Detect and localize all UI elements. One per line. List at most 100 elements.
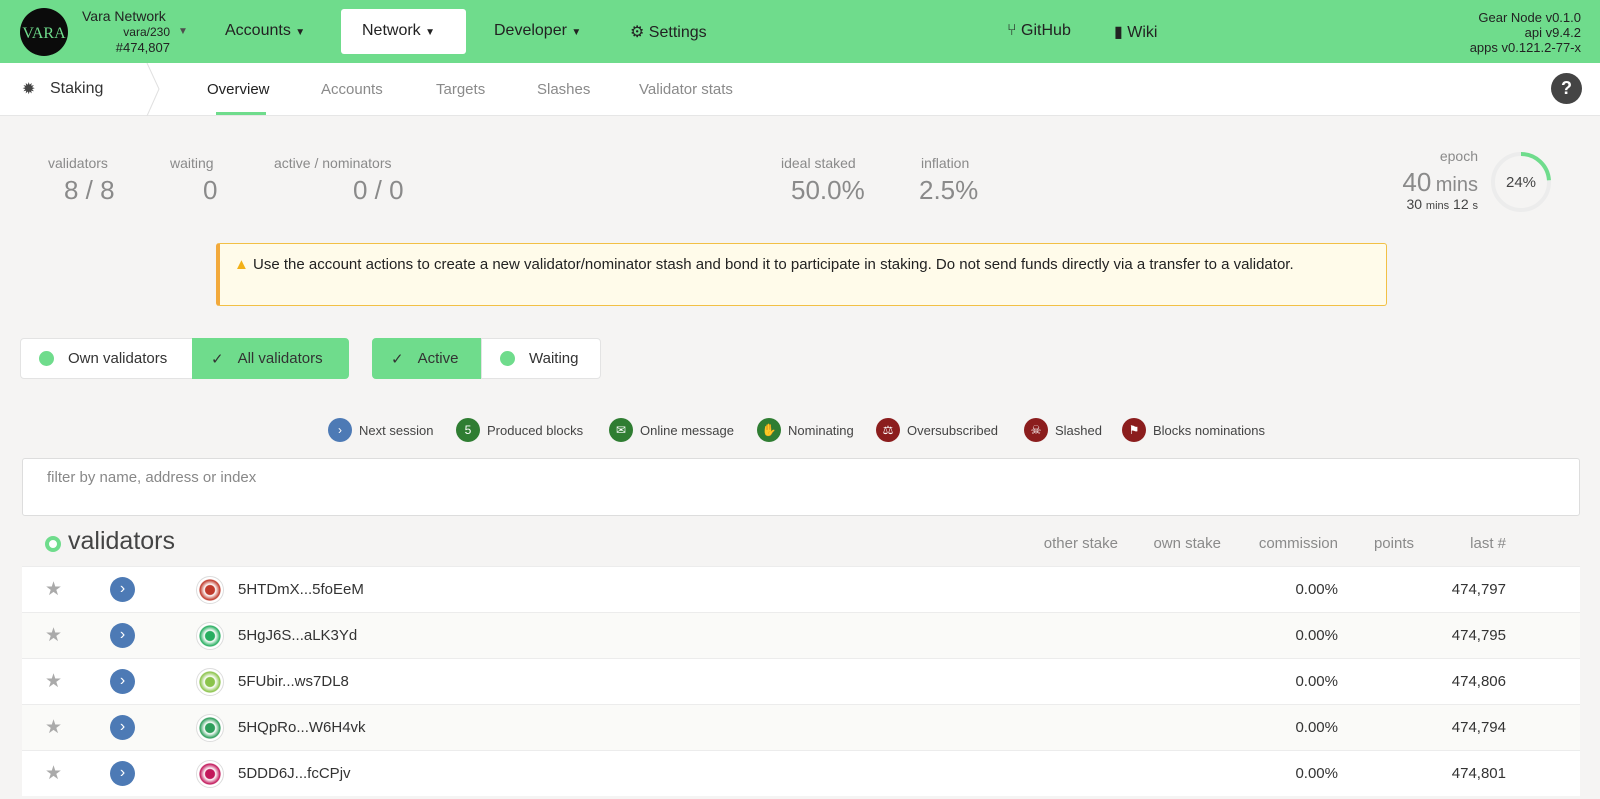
ring-progress [1520,152,1551,181]
address[interactable]: 5HgJ6S...aLK3Yd [238,627,358,644]
menu-accounts[interactable]: Accounts ▼ [225,22,306,39]
identicon [196,576,224,604]
sub-nav: ✹ Staking Overview Accounts Targets Slas… [0,63,1600,116]
network-name[interactable]: Vara Network [82,8,166,24]
last-block: 474,801 [1451,765,1506,782]
session-badge: › [110,715,135,740]
legend-label: Produced blocks [487,422,584,438]
tab[interactable]: Accounts [321,81,383,98]
epoch-remaining: 30 mins 12 s [1406,196,1478,212]
tab[interactable]: Targets [436,81,486,98]
stat-value: 8 / 8 [64,175,115,205]
menu-label: Settings [648,24,707,41]
menu-network[interactable]: Network ▼ [362,22,436,39]
validator-row[interactable]: ★ › 5HgJ6S...aLK3Yd 0.00% 474,795 [22,612,1580,658]
link-label: GitHub [1021,22,1071,39]
toggle-active[interactable]: ✓ Active [372,338,482,379]
column-header[interactable]: own stake [1153,535,1221,552]
validator-row[interactable]: ★ › 5HTDmX...5foEeM 0.00% 474,797 [22,566,1580,612]
identicon [196,760,224,788]
legend-label: Blocks nominations [1153,422,1265,438]
top-bar: VARA Vara Network vara/230 #474,807 ▼ Ac… [0,0,1600,63]
notice: ▲ Use the account actions to create a ne… [216,243,1387,306]
version: api v9.4.2 [1524,25,1581,40]
chain: vara/230 [123,25,170,39]
toggle-waiting[interactable]: Waiting [481,338,601,379]
legend-label: Slashed [1055,422,1102,438]
favorite-star[interactable]: ★ [45,763,63,784]
legend-label: Next session [359,422,434,438]
commission: 0.00% [1295,581,1338,598]
epoch-secs: 12 [1453,196,1469,212]
validator-row[interactable]: ★ › 5HQpRo...W6H4vk 0.00% 474,794 [22,704,1580,750]
session-badge: › [110,577,135,602]
help-button[interactable]: ? [1551,73,1582,104]
toggle-label: Own validators [68,350,168,367]
menu-label: Accounts [225,22,291,39]
block-number: #474,807 [115,40,170,55]
address[interactable]: 5DDD6J...fcCPjv [238,765,351,782]
menu-settings[interactable]: ⚙ Settings [630,24,707,41]
toggle-all[interactable]: ✓ All validators [192,338,349,379]
stat-label: waiting [170,155,214,171]
tab-underline [216,112,266,115]
stat-value: 0 / 0 [353,175,404,205]
legend-item: ⚑ Blocks nominations [1122,418,1265,442]
epoch-mins: 30 [1406,196,1423,212]
legend-item: 5 Produced blocks [456,418,583,442]
column-header[interactable]: other stake [1043,535,1118,552]
filter-input[interactable]: filter by name, address or index [22,458,1580,516]
title-dot [45,536,61,552]
link-wiki[interactable]: ▮ Wiki [1114,24,1158,41]
svg-text:VARA: VARA [22,25,66,42]
validator-row[interactable]: ★ › 5DDD6J...fcCPjv 0.00% 474,801 [22,750,1580,796]
last-block: 474,795 [1451,627,1506,644]
toggle-own[interactable]: Own validators [20,338,193,379]
link-label: Wiki [1127,24,1158,41]
legend-item: ⚖ Oversubscribed [876,418,998,442]
identicon [196,714,224,742]
tab[interactable]: Validator stats [639,81,733,98]
favorite-star[interactable]: ★ [45,717,63,738]
legend-item: › Next session [328,418,433,442]
last-block: 474,797 [1451,581,1506,598]
notice-text: Use the account actions to create a new … [253,256,1294,273]
address[interactable]: 5FUbir...ws7DL8 [238,673,349,690]
unit: s [1472,200,1479,212]
favorite-star[interactable]: ★ [45,579,63,600]
menu-developer[interactable]: Developer ▼ [494,22,582,39]
warning-icon: ▲ [234,256,249,273]
link-github[interactable]: ⑂ GitHub [1007,22,1071,39]
favorite-star[interactable]: ★ [45,625,63,646]
section-icon: ✹ [22,81,36,98]
commission: 0.00% [1295,673,1338,690]
tab[interactable]: Overview [207,81,270,98]
last-block: 474,794 [1451,719,1506,736]
stat-label: validators [48,155,108,171]
legend-item: ✋ Nominating [757,418,854,442]
address[interactable]: 5HQpRo...W6H4vk [238,719,366,736]
stat-value: 50.0% [791,175,865,205]
column-header[interactable]: commission [1258,535,1338,552]
identicon [196,668,224,696]
tab[interactable]: Slashes [537,81,591,98]
legend-label: Nominating [788,422,854,438]
epoch-label: epoch [1439,148,1478,164]
stat-label: active / nominators [274,155,392,171]
commission: 0.00% [1295,719,1338,736]
active-menu-bg [341,9,466,54]
stat-value: 2.5% [919,175,979,205]
commission: 0.00% [1295,765,1338,782]
legend-label: Online message [640,422,734,438]
logo[interactable]: VARA [20,8,68,56]
column-header[interactable]: points [1373,535,1414,552]
validator-row[interactable]: ★ › 5FUbir...ws7DL8 0.00% 474,806 [22,658,1580,704]
legend-item: ✉ Online message [609,418,734,442]
address[interactable]: 5HTDmX...5foEeM [238,581,364,598]
separator [146,63,160,116]
stat-label: ideal staked [781,155,856,171]
favorite-star[interactable]: ★ [45,671,63,692]
column-header[interactable]: last # [1470,535,1506,552]
legend-item: ☠ Slashed [1024,418,1102,442]
